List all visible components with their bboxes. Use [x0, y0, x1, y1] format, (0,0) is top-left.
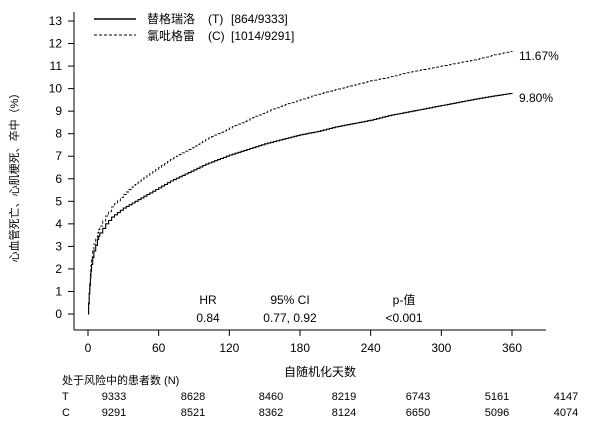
x-tick-label: 120	[219, 341, 239, 355]
risk-cell: 6743	[406, 391, 430, 403]
legend-name-clopidogrel: 氯吡格雷	[147, 28, 195, 43]
risk-cell: 8362	[259, 407, 283, 419]
x-tick-label: 60	[152, 341, 166, 355]
risk-row-label: C	[62, 407, 70, 419]
risk-cell: 8628	[181, 391, 205, 403]
risk-cell: 5096	[485, 407, 509, 419]
legend-count-ticagrelor: [864/9333]	[231, 12, 288, 26]
y-tick-label: 13	[49, 14, 63, 28]
y-axis-label: 心血管死亡、心肌梗死、卒中（%）	[7, 88, 21, 263]
y-tick-label: 11	[50, 59, 63, 73]
y-tick-label: 7	[55, 149, 62, 163]
hr-value: 0.84	[196, 311, 220, 325]
y-tick-label: 9	[55, 104, 62, 118]
risk-table: T 9333 8628 8460 8219 6743 5161 4147 C 9291 8521 83…	[62, 391, 578, 419]
y-tick-label: 2	[55, 262, 62, 276]
y-tick-label: 4	[55, 217, 62, 231]
legend-count-clopidogrel: [1014/9291]	[231, 29, 294, 43]
legend-code-clopidogrel: (C)	[208, 29, 225, 43]
y-tick-label: 6	[55, 172, 62, 186]
legend-name-ticagrelor: 替格瑞洛	[147, 11, 195, 26]
risk-table-title: 处于风险中的患者数 (N)	[62, 373, 179, 387]
x-tick-label: 180	[290, 341, 310, 355]
risk-row-label: T	[62, 391, 69, 403]
end-label-clopidogrel: 11.67%	[519, 49, 559, 63]
end-label-ticagrelor: 9.80%	[519, 91, 553, 105]
y-tick-label: 10	[49, 82, 63, 96]
risk-cell: 9291	[102, 407, 126, 419]
x-ticks: 0 60 120 180 240 300 360	[85, 330, 522, 355]
y-tick-label: 5	[55, 194, 62, 208]
p-value: <0.001	[385, 311, 422, 325]
stats-annotation: HR 0.84 95% CI 0.77, 0.92 p-值 <0.001	[196, 292, 423, 325]
risk-cell: 9333	[102, 391, 126, 403]
risk-cell: 8460	[259, 391, 283, 403]
risk-cell: 8521	[181, 407, 205, 419]
legend-code-ticagrelor: (T)	[208, 12, 223, 26]
y-tick-label: 0	[55, 307, 62, 321]
risk-cell: 8124	[332, 407, 356, 419]
legend: 替格瑞洛 (T) [864/9333] 氯吡格雷 (C) [1014/9291]	[94, 11, 294, 43]
y-tick-label: 3	[55, 239, 62, 253]
risk-cell: 5161	[485, 391, 509, 403]
ci-value: 0.77, 0.92	[263, 311, 317, 325]
risk-cell: 6650	[406, 407, 430, 419]
x-tick-label: 0	[85, 341, 92, 355]
series-line-ticagrelor	[88, 93, 513, 315]
x-tick-label: 360	[502, 341, 522, 355]
series-line-clopidogrel	[88, 51, 513, 315]
x-tick-label: 300	[431, 341, 451, 355]
y-tick-label: 1	[55, 284, 62, 298]
series-group	[88, 51, 513, 315]
ci-label: 95% CI	[270, 293, 309, 307]
x-tick-label: 240	[361, 341, 381, 355]
y-tick-label: 8	[55, 127, 62, 141]
y-tick-label: 12	[49, 37, 63, 51]
risk-cell: 4074	[554, 407, 578, 419]
hr-label: HR	[199, 293, 217, 307]
risk-cell: 8219	[332, 391, 356, 403]
p-label: p-值	[393, 292, 416, 307]
risk-cell: 4147	[554, 391, 578, 403]
x-axis-label: 自随机化天数	[284, 364, 356, 379]
